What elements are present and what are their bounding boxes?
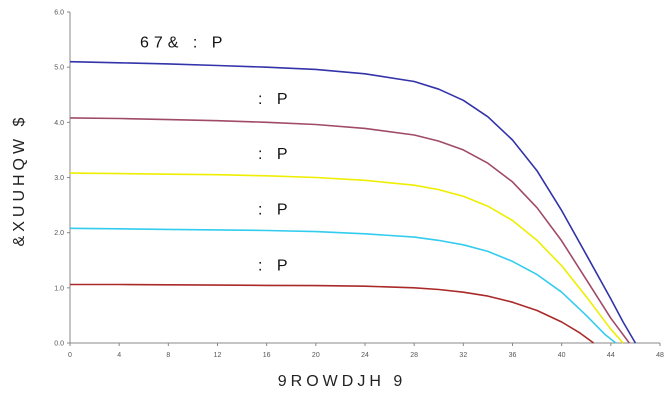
- series-layer: [69, 60, 637, 344]
- y-tick-label: 4.0: [54, 120, 64, 127]
- tick-layer: 0 4 8 12 16 20 24 28 32 36 40 44 480.01.02.03.04.05.…: [54, 10, 664, 360]
- x-tick-label: 48: [656, 352, 664, 359]
- x-tick-label: 40: [558, 352, 566, 359]
- y-tick-label: 1.0: [54, 285, 64, 292]
- curve-label-layer: 67& : P : P : P : P : P: [140, 35, 293, 275]
- series-line-3: [69, 172, 624, 344]
- series-line-5: [70, 283, 595, 344]
- y-tick-label: 3.0: [54, 175, 64, 182]
- x-tick-label: 12: [214, 352, 222, 359]
- x-tick-label: 16: [263, 352, 271, 359]
- x-tick-label: 4: [117, 352, 121, 359]
- x-tick-label: 44: [607, 352, 615, 359]
- x-axis-title: 9ROWDJH 9: [278, 373, 406, 390]
- y-tick-label: 5.0: [54, 65, 64, 72]
- series-line-4: [69, 227, 617, 344]
- x-tick-label: 28: [410, 352, 418, 359]
- x-tick-label: 36: [509, 352, 517, 359]
- x-tick-label: 24: [361, 352, 369, 359]
- x-tick-label: 8: [166, 352, 170, 359]
- x-tick-label: 32: [459, 352, 467, 359]
- x-tick-label: 20: [312, 352, 320, 359]
- series-label-3: : P: [258, 146, 293, 163]
- axes: [69, 12, 660, 344]
- x-tick-label: 0: [68, 352, 72, 359]
- y-tick-label: 2.0: [54, 230, 64, 237]
- series-label-1: 67& : P: [140, 35, 227, 52]
- y-axis-title: &XUUHQW $: [11, 114, 28, 247]
- y-tick-label: 6.0: [54, 10, 64, 17]
- y-tick-label: 0.0: [54, 341, 64, 348]
- series-label-4: : P: [258, 201, 293, 218]
- series-line-1: [69, 60, 637, 344]
- series-label-5: : P: [258, 258, 293, 275]
- series-line-2: [69, 117, 630, 344]
- series-label-2: : P: [258, 91, 293, 108]
